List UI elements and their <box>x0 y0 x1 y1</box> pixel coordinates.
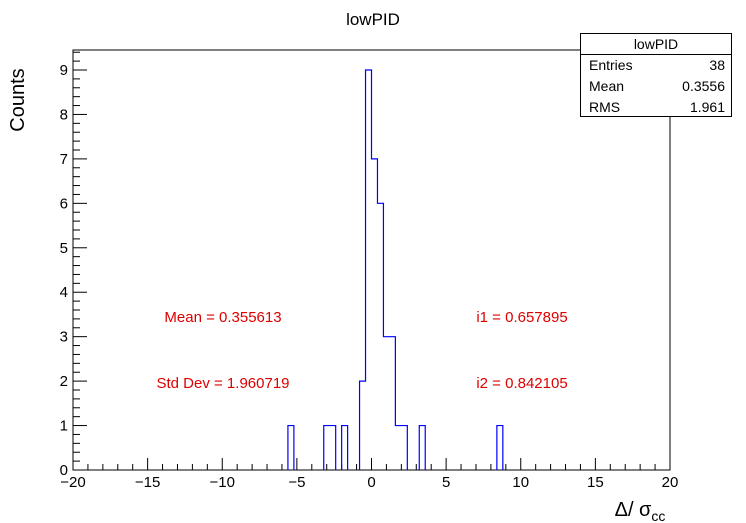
histogram-line <box>287 69 504 470</box>
y-tick-label: 6 <box>60 195 68 212</box>
stats-label: Entries <box>589 57 633 73</box>
x-tick-label: 5 <box>442 474 450 491</box>
stats-value: 0.3556 <box>682 78 725 94</box>
stats-label: RMS <box>589 99 621 115</box>
y-tick-label: 3 <box>60 329 68 346</box>
annotation-std-dev: Std Dev = 1.960719 <box>156 375 289 392</box>
chart-title: lowPID <box>346 10 400 29</box>
y-tick-label: 0 <box>60 462 68 479</box>
stats-row-mean: Mean 0.3556 <box>581 76 731 97</box>
axis-ticks <box>72 51 671 471</box>
stats-value: 38 <box>709 57 725 73</box>
stats-box: lowPID Entries 38 Mean 0.3556 RMS 1.961 <box>580 33 732 117</box>
annotation-i1: i1 = 0.657895 <box>476 309 567 326</box>
x-tick-label: 10 <box>512 474 529 491</box>
x-tick-label: −20 <box>60 474 85 491</box>
y-tick-label: 8 <box>60 106 68 123</box>
stats-row-entries: Entries 38 <box>581 55 731 76</box>
y-tick-label: 1 <box>60 418 68 435</box>
stats-box-title: lowPID <box>581 34 731 55</box>
stats-row-rms: RMS 1.961 <box>581 97 731 118</box>
annotation-i2: i2 = 0.842105 <box>476 375 567 392</box>
y-tick-label: 5 <box>60 240 68 257</box>
y-tick-label: 2 <box>60 373 68 390</box>
x-axis-label: Δ/ σcc <box>615 499 666 523</box>
x-tick-label: −5 <box>288 474 305 491</box>
x-tick-label: −15 <box>135 474 160 491</box>
y-tick-label: 7 <box>60 151 68 168</box>
stats-value: 1.961 <box>689 99 725 115</box>
annotation-mean: Mean = 0.355613 <box>164 309 281 326</box>
y-tick-label: 4 <box>60 284 68 301</box>
x-tick-label: 20 <box>662 474 679 491</box>
x-tick-label: 0 <box>367 474 375 491</box>
x-tick-label: 15 <box>587 474 604 491</box>
y-tick-label: 9 <box>60 62 68 79</box>
y-axis-label: Counts <box>7 68 29 131</box>
stats-label: Mean <box>589 78 625 94</box>
axis-tick-labels: −20 −15 −10 −5 0 5 10 15 20 0 1 2 3 4 5 6 7 8 9 <box>60 62 679 491</box>
x-tick-label: −10 <box>210 474 235 491</box>
x-axis-label-subscript: cc <box>651 508 665 523</box>
